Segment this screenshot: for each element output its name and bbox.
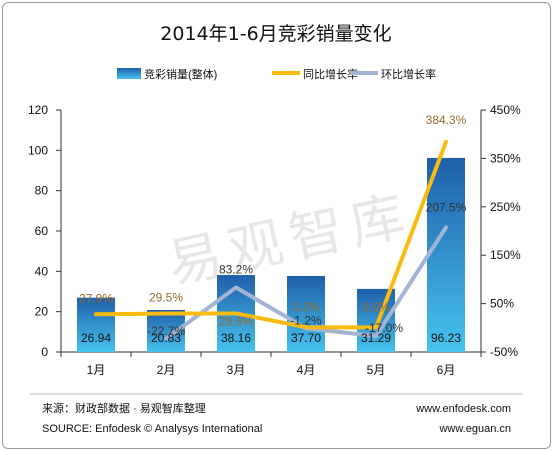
y-left-tick-label: 20 xyxy=(35,305,49,319)
yoy-value-label: 384.3% xyxy=(426,113,467,127)
legend-label-mom: 环比增长率 xyxy=(381,67,436,81)
bar-value-label: 37.70 xyxy=(291,331,321,345)
bar-value-label: 26.94 xyxy=(81,331,111,345)
y-left-tick-label: 40 xyxy=(35,264,49,278)
yoy-value-label: 0.5% xyxy=(362,301,390,315)
y-right-tick-label: -50% xyxy=(490,345,518,359)
data-labels: 26.94 20.83 38.16 37.70 31.29 96.23 27.9% 29.5%… xyxy=(79,113,467,345)
yoy-value-label: 29.5% xyxy=(149,291,183,305)
y-left-tick-label: 0 xyxy=(41,345,48,359)
x-tick-label: 5月 xyxy=(367,363,386,377)
x-tick-label: 2月 xyxy=(157,363,176,377)
y-left-tick-label: 100 xyxy=(28,143,48,157)
bar-value-label: 20.83 xyxy=(151,331,181,345)
yoy-value-label: 27.9% xyxy=(79,291,113,305)
footer-url-enfodesk: www.enfodesk.com xyxy=(415,403,511,415)
legend-label-sales: 竞彩销量(整体) xyxy=(144,67,217,81)
footer-source-cn: 来源：财政部数据 · 易观智库整理 xyxy=(42,401,206,415)
yoy-line xyxy=(94,139,448,330)
mom-value-label: -1.2% xyxy=(290,313,322,327)
footer-source-en: SOURCE: Enfodesk © Analysys Internationa… xyxy=(42,423,262,435)
mom-value-label: 83.2% xyxy=(219,263,253,277)
axes: 0 20 40 60 80 100 120 -50% 50% 150% 250% 350% 450% 1月… xyxy=(28,103,521,377)
x-tick-label: 3月 xyxy=(227,363,246,377)
mom-value-label: -17.0% xyxy=(365,321,403,335)
y-right-tick-label: 150% xyxy=(490,248,521,262)
chart-title: 2014年1-6月竞彩销量变化 xyxy=(160,23,391,45)
yoy-value-label: 29.6% xyxy=(219,314,253,328)
y-left-tick-label: 120 xyxy=(28,103,48,117)
legend: 竞彩销量(整体) 同比增长率 环比增长率 xyxy=(117,67,436,81)
mom-value-label: -22.7% xyxy=(147,324,185,338)
bar xyxy=(287,275,325,352)
y-right-tick-label: 50% xyxy=(490,297,514,311)
y-right-tick-label: 450% xyxy=(490,103,521,117)
y-left-tick-label: 80 xyxy=(35,184,49,198)
x-tick-label: 4月 xyxy=(297,363,316,377)
y-right-tick-label: 350% xyxy=(490,151,521,165)
bar-value-label: 96.23 xyxy=(431,331,461,345)
x-tick-label: 1月 xyxy=(87,363,106,377)
line-series xyxy=(94,139,448,341)
bar-value-label: 31.29 xyxy=(361,331,391,345)
yoy-value-label: 1.2% xyxy=(292,300,320,314)
mom-value-label: 207.5% xyxy=(426,200,467,214)
legend-label-yoy: 同比增长率 xyxy=(303,67,358,81)
footer-url-eguan: www.eguan.cn xyxy=(438,423,511,435)
y-left-tick-label: 60 xyxy=(35,224,49,238)
bar xyxy=(427,157,465,352)
bar xyxy=(77,297,115,352)
legend-swatch-sales xyxy=(117,68,141,79)
bar-value-label: 38.16 xyxy=(221,331,251,345)
y-right-tick-label: 250% xyxy=(490,200,521,214)
x-tick-label: 6月 xyxy=(437,363,456,377)
